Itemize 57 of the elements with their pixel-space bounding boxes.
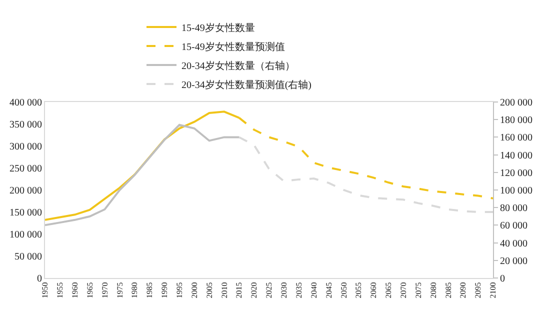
- x-tick-label: 1980: [130, 282, 140, 298]
- y2-tick-label: 80 000: [500, 203, 528, 214]
- y2-tick-label: 200 000: [500, 98, 532, 108]
- x-tick-label: 1990: [160, 282, 170, 298]
- x-tick-label: 1995: [175, 282, 184, 298]
- y2-tick-label: 20 000: [500, 256, 528, 267]
- y2-tick-label: 0: [500, 274, 505, 284]
- x-tick-label: 2020: [250, 282, 259, 298]
- y2-tick-label: 40 000: [500, 238, 528, 250]
- y-tick-label: 200 000: [10, 186, 42, 196]
- x-tick-label: 2030: [280, 282, 289, 298]
- x-tick-label: 1955: [56, 282, 65, 298]
- x-tick-label: 2090: [458, 282, 468, 298]
- legend-label: 20-34岁女性数量（右轴）: [182, 60, 295, 72]
- line-series: [238, 136, 493, 213]
- x-tick-label: 1985: [145, 282, 154, 298]
- y2-tick-label: 140 000: [500, 150, 532, 162]
- y-tick-label: 300 000: [10, 142, 42, 152]
- x-tick-label: 1960: [70, 282, 80, 298]
- x-tick-label: 1975: [115, 282, 124, 298]
- x-tick-label: 2095: [474, 282, 483, 298]
- x-tick-label: 1970: [100, 282, 110, 298]
- legend-label: 15-49岁女性数量: [182, 22, 255, 34]
- y2-tick-label: 160 000: [500, 132, 532, 144]
- y-tick-label: 150 000: [10, 208, 42, 218]
- x-tick-label: 2040: [309, 282, 318, 298]
- x-tick-label: 2060: [369, 282, 378, 298]
- x-tick-label: 2015: [234, 282, 244, 298]
- line-series: [45, 124, 240, 226]
- x-tick-label: 2070: [399, 282, 408, 298]
- y2-tick-label: 120 000: [500, 168, 532, 179]
- x-tick-label: 2050: [339, 282, 348, 298]
- y-tick-label: 400 000: [10, 98, 42, 108]
- x-tick-label: 2045: [324, 282, 334, 298]
- y-tick-label: 350 000: [10, 120, 42, 130]
- x-tick-label: 2035: [294, 282, 304, 298]
- x-tick-label: 2080: [428, 282, 438, 298]
- x-tick-label: 2075: [414, 282, 423, 298]
- x-tick-label: 1950: [40, 282, 50, 298]
- x-tick-label: 2000: [190, 282, 199, 298]
- y-tick-label: 100 000: [10, 230, 42, 240]
- y-tick-label: 50 000: [14, 252, 42, 262]
- legend-label: 15-49岁女性数量预测值: [182, 40, 285, 53]
- x-tick-label: 2085: [444, 282, 453, 298]
- y-tick-label: 250 000: [10, 164, 42, 174]
- x-tick-label: 2005: [204, 282, 214, 298]
- x-tick-label: 2010: [220, 282, 229, 298]
- y2-tick-label: 100 000: [500, 186, 532, 196]
- y2-tick-label: 60 000: [500, 220, 528, 232]
- y2-tick-label: 180 000: [500, 115, 532, 126]
- x-tick-label: 2100: [488, 282, 498, 298]
- legend-label: 20-34岁女性数量预测值(右轴): [182, 78, 312, 91]
- x-tick-label: 2055: [354, 282, 364, 298]
- y-tick-label: 0: [37, 274, 42, 284]
- x-tick-label: 1965: [85, 282, 94, 298]
- x-tick-label: 2065: [384, 282, 394, 298]
- x-tick-label: 2025: [264, 282, 274, 298]
